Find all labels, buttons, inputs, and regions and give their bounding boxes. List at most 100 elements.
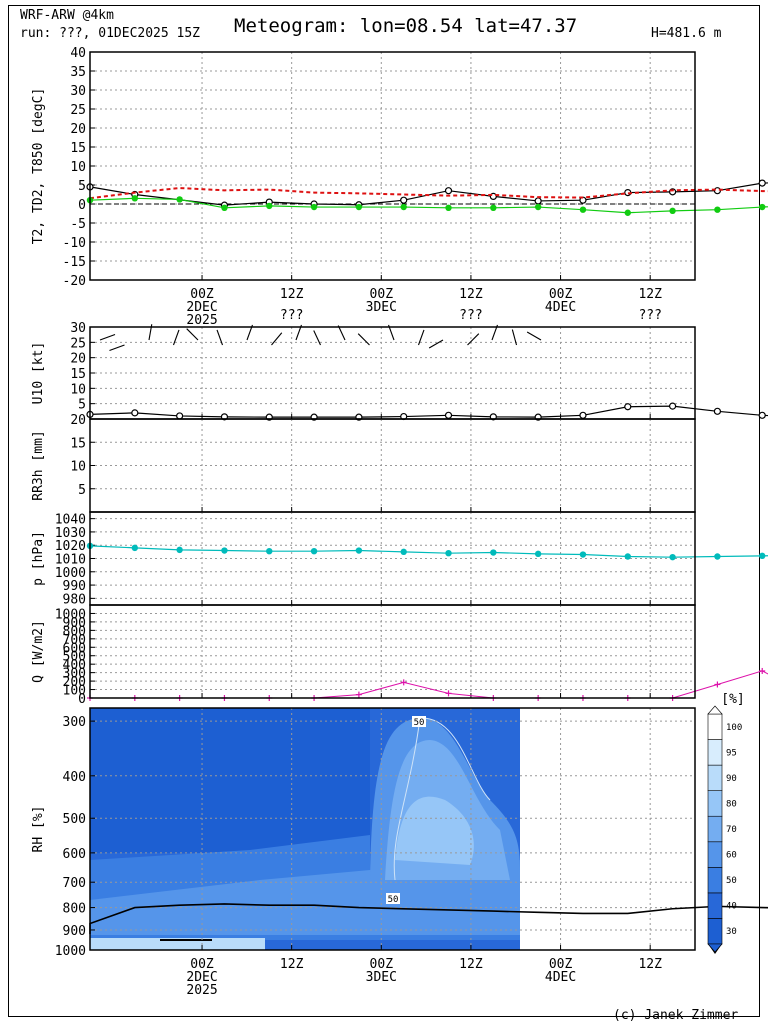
panel-frame xyxy=(89,707,696,951)
u10-point xyxy=(713,407,722,415)
y-axis-label: RH [%] xyxy=(31,806,46,853)
rh-moist-core xyxy=(395,796,474,865)
colorbar-swatch xyxy=(707,764,723,791)
y-tick-label: 500 xyxy=(63,812,86,827)
wind-barb xyxy=(186,328,199,341)
x-tick-label: 00Z xyxy=(549,287,573,302)
colorbar-arrow xyxy=(707,943,723,953)
y-tick-label: -10 xyxy=(63,236,86,251)
p-point xyxy=(669,553,676,561)
td2-point xyxy=(266,202,273,210)
y-tick-label: 600 xyxy=(63,847,86,862)
u10-line xyxy=(89,405,768,418)
y-tick-label: 10 xyxy=(70,460,86,475)
panel-frame xyxy=(89,604,696,699)
t850-point xyxy=(534,197,542,205)
colorbar-swatch xyxy=(707,918,723,945)
figure-border xyxy=(8,5,760,1017)
u10-point xyxy=(624,403,632,411)
y-tick-label: 20 xyxy=(70,352,86,367)
y-tick-label: 300 xyxy=(63,667,86,682)
colorbar-tick-label: 40 xyxy=(726,902,737,912)
x-tick-label: 3DEC xyxy=(366,300,397,315)
colorbar-arrow xyxy=(707,705,723,715)
x-tick-label: 12Z xyxy=(280,957,304,972)
y-tick-label: 600 xyxy=(63,641,86,656)
y-tick-label: 0 xyxy=(78,198,86,213)
y-tick-label: 900 xyxy=(63,616,86,631)
contour-label: 50 xyxy=(388,895,399,905)
y-tick-label: 100 xyxy=(63,684,86,699)
wind-barb xyxy=(417,329,425,346)
y-tick-label: 5 xyxy=(78,483,86,498)
u10-point xyxy=(176,412,184,420)
p-point xyxy=(355,547,363,554)
y-tick-label: 1030 xyxy=(55,526,86,541)
panel-frame xyxy=(89,51,696,281)
u10-point xyxy=(668,402,677,410)
colorbar-tick-label: 90 xyxy=(726,774,737,784)
y-tick-label: 1010 xyxy=(55,553,86,568)
x-tick-label: 12Z xyxy=(280,287,304,302)
x-tick-label: 3DEC xyxy=(366,970,397,985)
td2-point xyxy=(579,206,587,213)
x-tick-label: 12Z xyxy=(459,957,483,972)
credit-label: (c) Janek Zimmer xyxy=(613,1008,739,1023)
contour-label: 50 xyxy=(414,718,425,728)
y-tick-label: 25 xyxy=(70,336,86,351)
td2-point xyxy=(355,203,363,211)
x-tick-label: 12Z xyxy=(638,287,662,302)
y-tick-label: -20 xyxy=(63,274,86,289)
p-point xyxy=(624,553,631,560)
td2-point xyxy=(400,203,407,211)
y-axis-label: T2, TD2, T850 [degC] xyxy=(31,88,46,245)
p-point xyxy=(310,547,318,555)
colorbar-tick-label: 95 xyxy=(726,748,737,758)
y-tick-label: 1040 xyxy=(55,513,86,528)
x-tick-label: 4DEC xyxy=(545,300,576,315)
y-tick-label: 1000 xyxy=(55,944,86,959)
x-tick-label: 00Z xyxy=(549,957,573,972)
colorbar-tick-label: 70 xyxy=(726,825,737,835)
x-tick-label: 2025 xyxy=(186,313,217,328)
wind-barb xyxy=(313,330,321,346)
p-point xyxy=(490,549,497,556)
colorbar-tick-label: 30 xyxy=(726,927,737,937)
y-tick-label: -5 xyxy=(70,217,86,232)
y-tick-label: 30 xyxy=(70,321,86,336)
colorbar-tick-label: 100 xyxy=(726,723,742,733)
colorbar-tick-label: 60 xyxy=(726,851,737,861)
meteogram-title: Meteogram: lon=08.54 lat=47.37 xyxy=(234,15,578,37)
x-tick-label: 00Z xyxy=(190,287,214,302)
td2-point xyxy=(221,204,228,211)
rh-field xyxy=(90,708,520,950)
unknown-run-label: ??? xyxy=(638,308,661,323)
td2-point xyxy=(624,209,631,216)
td2-point xyxy=(534,203,542,211)
u10-point xyxy=(444,411,453,419)
p-point xyxy=(445,549,452,557)
y-tick-label: 20 xyxy=(70,413,86,428)
colorbar-swatch xyxy=(707,815,723,843)
td2-point xyxy=(176,196,183,203)
y-tick-label: 700 xyxy=(63,633,86,648)
x-tick-label: 00Z xyxy=(190,957,214,972)
wind-barb xyxy=(216,329,224,346)
y-tick-label: 990 xyxy=(63,579,86,594)
p-point xyxy=(400,548,407,556)
p-point xyxy=(579,551,587,558)
t2-line xyxy=(89,187,768,200)
td2-point xyxy=(669,207,676,215)
x-tick-label: 12Z xyxy=(638,957,662,972)
colorbar-swatch xyxy=(707,841,723,868)
wind-barb xyxy=(428,339,444,349)
rh-surface-layer xyxy=(90,938,265,950)
contour-label-box xyxy=(412,716,426,727)
wind-barb xyxy=(357,333,370,346)
unknown-run-label: ??? xyxy=(280,308,303,323)
p-point xyxy=(221,547,228,554)
y-tick-label: 400 xyxy=(63,770,86,785)
y-tick-label: 20 xyxy=(70,122,86,137)
p-point xyxy=(534,550,542,558)
